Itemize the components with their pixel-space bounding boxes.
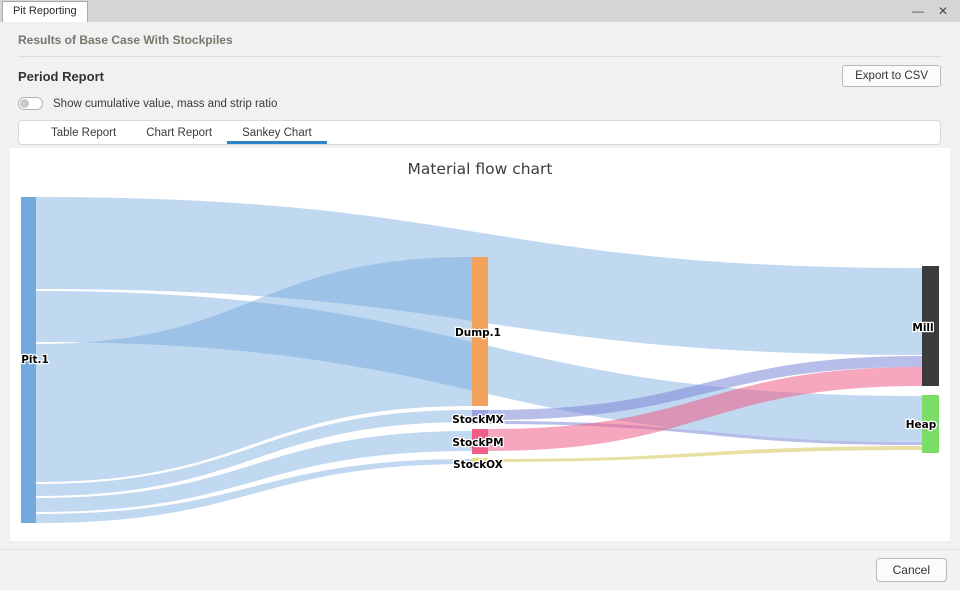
tab-table-report[interactable]: Table Report (51, 127, 117, 139)
sankey-node-mill[interactable] (922, 266, 939, 386)
sankey-node-stockox[interactable] (472, 458, 488, 466)
report-tab-bar: Table Report Chart Report Sankey Chart (18, 120, 941, 145)
sankey-link-pit1-dump1 (36, 257, 472, 482)
tab-chart-report[interactable]: Chart Report (146, 127, 213, 139)
sankey-node-label-heap: Heap (906, 419, 937, 431)
sankey-node-label-mill: Mill (912, 322, 933, 334)
window-tab-title: Pit Reporting (13, 5, 77, 17)
sankey-chart-panel: Pit.1 Dump.1 StockMX StockPM StockOX Mill Heap… (10, 148, 950, 541)
sankey-node-dump1[interactable] (472, 257, 488, 406)
toggle-knob (20, 99, 29, 108)
chart-title: Material flow chart (407, 160, 552, 178)
sankey-node-label-stockmx: StockMX (452, 414, 504, 426)
sankey-node-stockpm[interactable] (472, 429, 488, 454)
sankey-node-label-stockox: StockOX (453, 459, 503, 471)
sankey-link-stockmx-mill (488, 356, 922, 420)
sankey-link-stockox-heap (488, 446, 922, 462)
tab-sankey-chart[interactable]: Sankey Chart (227, 121, 327, 144)
sankey-node-label-stockpm: StockPM (452, 437, 503, 449)
cumulative-toggle[interactable] (18, 97, 43, 110)
sankey-node-heap[interactable] (922, 395, 939, 453)
footer-bar: Cancel (0, 549, 960, 590)
cancel-button[interactable]: Cancel (875, 558, 947, 582)
sankey-node-pit1[interactable] (21, 197, 36, 523)
sankey-chart: Pit.1 Dump.1 StockMX StockPM StockOX Mill Heap… (20, 160, 939, 523)
sankey-link-stockmx-heap (488, 421, 922, 445)
sankey-node-stockmx[interactable] (472, 410, 488, 424)
sankey-link-pit1-stockox (36, 459, 472, 523)
minimize-icon[interactable]: — (911, 4, 924, 18)
window-tab-strip: Pit Reporting — ✕ (0, 0, 960, 22)
export-to-csv-button[interactable]: Export to CSV (842, 65, 941, 87)
window-tab-pit-reporting[interactable]: Pit Reporting (2, 1, 88, 22)
sankey-link-pit1-stockmx (36, 410, 472, 496)
sankey-link-pit1-stockpm (36, 431, 472, 512)
page-title: Results of Base Case With Stockpiles (18, 33, 233, 47)
cumulative-toggle-label: Show cumulative value, mass and strip ra… (53, 97, 278, 110)
sankey-node-label-dump1: Dump.1 (455, 327, 501, 339)
header-divider (18, 56, 942, 57)
section-title-period-report: Period Report (18, 68, 104, 84)
sankey-node-label-pit1: Pit.1 (21, 354, 49, 366)
sankey-link-stockpm-mill (488, 367, 922, 451)
close-icon[interactable]: ✕ (937, 4, 948, 18)
